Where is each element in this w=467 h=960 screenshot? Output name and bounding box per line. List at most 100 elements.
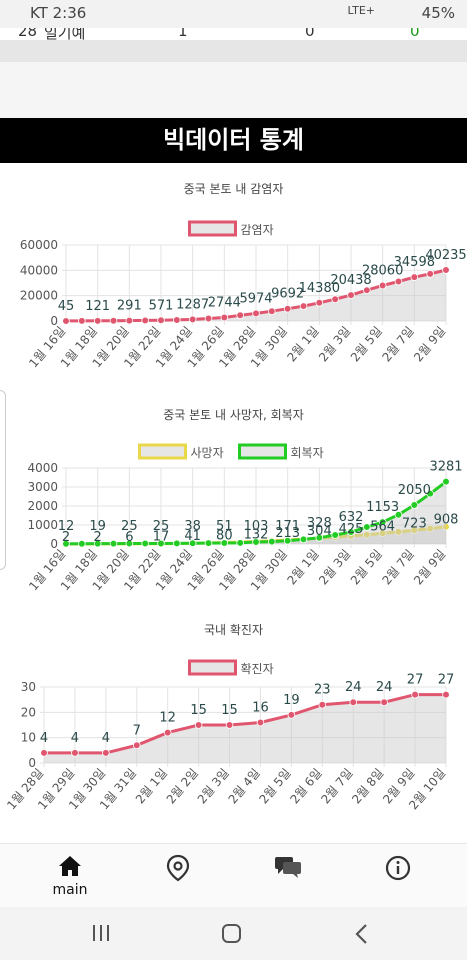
data-label: 723: [402, 516, 427, 531]
data-label: 24: [376, 680, 393, 695]
data-point: [109, 539, 118, 548]
back-icon[interactable]: [352, 923, 372, 945]
x-tick-label: 2월 3일: [316, 547, 353, 588]
data-label: 23: [314, 683, 331, 698]
recent-apps-icon[interactable]: [90, 923, 112, 943]
series-area-0: [66, 270, 446, 321]
data-point: [256, 718, 265, 727]
y-tick-label: 10: [21, 731, 36, 745]
data-point: [125, 539, 134, 548]
data-point: [410, 501, 419, 509]
data-label: 304: [307, 524, 332, 539]
data-point: [71, 749, 79, 757]
data-label: 121: [85, 299, 110, 314]
chart-title: 중국 본토 내 사망자, 회복자: [163, 408, 304, 422]
data-label: 571: [149, 298, 174, 313]
network-indicator: LTE+: [347, 4, 376, 17]
data-point: [442, 477, 450, 486]
data-point: [132, 741, 141, 750]
data-label: 4: [40, 731, 48, 746]
data-point: [188, 539, 197, 548]
data-point: [225, 721, 234, 729]
x-tick-label: 2월 7일: [318, 766, 355, 807]
x-tick-label: 2월 2일: [164, 766, 201, 807]
chat-bubbles-icon: [275, 857, 301, 878]
chart-title: 국내 확진자: [204, 623, 263, 637]
data-point: [426, 489, 434, 498]
data-point: [442, 690, 450, 699]
chart-title: 중국 본토 내 감염자: [184, 182, 284, 196]
data-label: 38: [184, 519, 201, 534]
data-point: [194, 721, 203, 729]
data-point: [102, 749, 110, 757]
data-point: [204, 314, 213, 323]
data-point: [315, 533, 324, 542]
data-label: 132: [244, 527, 269, 542]
data-point: [283, 536, 292, 545]
y-tick-label: 60000: [20, 238, 58, 252]
data-point: [426, 524, 434, 533]
data-label: 19: [283, 693, 300, 708]
data-label: 27: [438, 673, 455, 688]
charts-container: 중국 본토 내 감염자 감염자 60000 40000 20000 0 1월 16일 1월 1…: [0, 163, 467, 843]
data-point: [236, 311, 244, 320]
data-label: 16: [252, 700, 269, 715]
data-point: [125, 316, 134, 325]
home-icon: [59, 856, 81, 876]
row-col4: 0: [410, 28, 420, 40]
x-tick-label: 2월 5일: [348, 547, 385, 588]
data-label: 4: [71, 731, 79, 746]
home-button-icon[interactable]: [220, 923, 244, 945]
legend-swatch-1: [238, 443, 287, 460]
y-tick-label: 0: [50, 314, 58, 328]
nav-main[interactable]: main: [40, 854, 100, 898]
data-point: [410, 526, 419, 535]
data-point: [410, 273, 419, 281]
data-label: 2: [94, 530, 102, 545]
nav-chat[interactable]: [258, 854, 318, 884]
data-point: [347, 291, 355, 299]
data-label: 103: [244, 519, 269, 534]
data-point: [173, 539, 181, 548]
table-row-partial: 28 일기예 1 0 0: [0, 28, 467, 40]
data-label: 80: [216, 528, 233, 543]
data-label: 12: [159, 711, 176, 726]
legend-swatch-0: [188, 220, 237, 237]
series-line-0: [44, 693, 446, 755]
section-banner: 빅데이터 통계: [0, 118, 467, 163]
x-tick-label: 2월 7일: [379, 324, 416, 365]
data-point: [394, 277, 403, 286]
location-pin-icon: [166, 854, 190, 882]
x-tick-label: 2월 3일: [195, 766, 232, 807]
data-point: [62, 317, 70, 325]
data-point: [204, 539, 213, 547]
nav-map[interactable]: [148, 854, 208, 886]
data-label: 1287: [176, 297, 209, 312]
data-point: [363, 530, 371, 539]
data-point: [378, 518, 387, 526]
x-tick-label: 2월 1일: [284, 324, 321, 365]
legend-swatch-0: [138, 443, 187, 460]
x-tick-label: 2월 7일: [379, 547, 416, 588]
row-name: 일기예: [44, 28, 86, 40]
data-point: [378, 281, 387, 290]
nav-info[interactable]: [368, 854, 428, 886]
data-point: [331, 531, 339, 539]
legend-label-0: 확진자: [241, 662, 274, 676]
data-point: [426, 270, 434, 278]
data-label: 20438: [330, 273, 371, 288]
data-label: 12: [58, 519, 75, 534]
data-label: 4: [102, 731, 110, 746]
data-point: [315, 298, 324, 307]
data-label: 28060: [362, 263, 403, 278]
data-label: 34598: [394, 255, 435, 270]
row-col3: 0: [305, 28, 315, 40]
data-point: [109, 316, 118, 325]
data-point: [347, 528, 355, 536]
y-tick-label: 20: [21, 705, 36, 719]
data-label: 9692: [271, 287, 304, 302]
data-point: [220, 313, 229, 322]
x-tick-label: 2월 9일: [411, 547, 448, 588]
data-point: [363, 286, 371, 294]
